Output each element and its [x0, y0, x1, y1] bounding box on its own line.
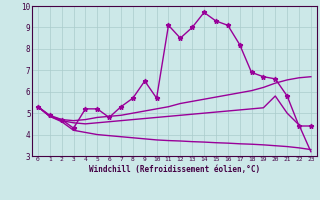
- X-axis label: Windchill (Refroidissement éolien,°C): Windchill (Refroidissement éolien,°C): [89, 165, 260, 174]
